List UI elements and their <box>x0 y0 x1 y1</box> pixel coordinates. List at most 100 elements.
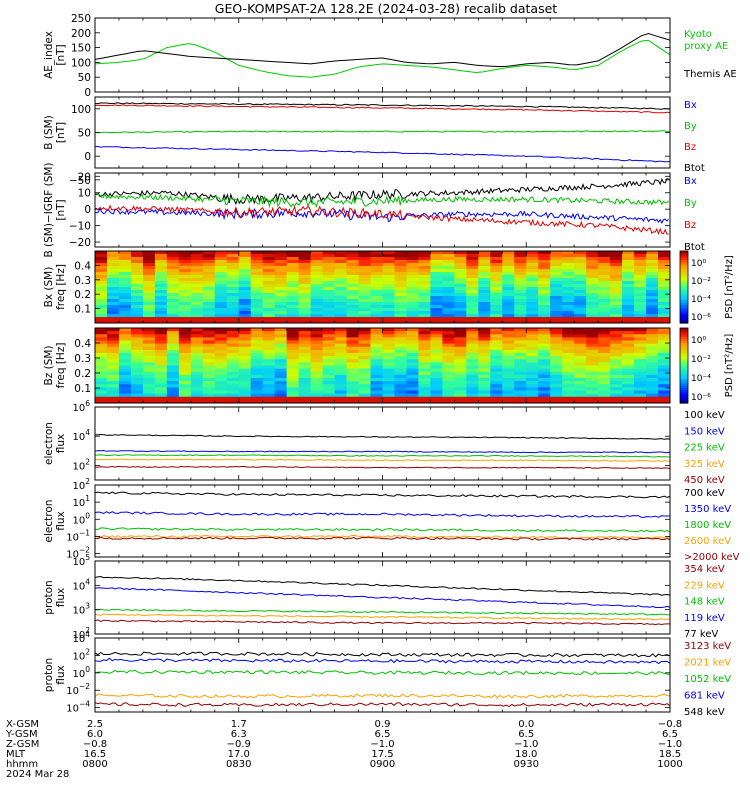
spectrogram-cell <box>598 317 611 321</box>
spectrogram-cell <box>658 362 670 367</box>
spectrogram-cell <box>610 334 623 338</box>
spectrogram-cell <box>106 381 120 385</box>
spectrogram-cell <box>382 275 396 279</box>
spectrogram-cell <box>298 381 312 385</box>
spectrogram-cell <box>322 343 336 348</box>
spectrogram-cell <box>334 328 348 332</box>
spectrogram-cell <box>454 302 467 306</box>
spectrogram-cell <box>526 346 539 351</box>
spectrogram-cell <box>610 311 623 315</box>
series-group-ae <box>95 32 670 78</box>
spectrogram-cell <box>514 308 527 312</box>
spectrogram-cell <box>562 343 575 348</box>
y-label-b_igrf: B (SM)−IGRF (SM) [nT] <box>43 162 67 257</box>
colorbar-label: PSD [nT²/Hz] <box>724 255 735 319</box>
spectrogram-cell <box>262 290 276 294</box>
spectrogram-cell <box>622 287 635 291</box>
series-line <box>95 192 669 209</box>
spectrogram-cell <box>538 314 551 318</box>
spectrogram-cell <box>658 251 670 255</box>
spectrogram-cell <box>394 390 408 395</box>
spectrogram-cell <box>346 320 360 323</box>
spectrogram-cell <box>394 384 408 388</box>
spectrogram-cell <box>418 299 432 303</box>
spectrogram-cell <box>526 284 539 288</box>
spectrogram-cell <box>478 275 491 279</box>
spectrogram-cell <box>610 349 623 354</box>
spectrogram-cell <box>562 328 575 332</box>
spectrogram-cell <box>622 328 635 332</box>
spectrogram-cell <box>358 378 372 382</box>
spectrogram-cell <box>262 284 276 288</box>
spectrogram-cell <box>106 311 120 315</box>
spectrogram-cell <box>130 396 144 401</box>
spectrogram-cell <box>478 396 491 401</box>
spectrogram-cell <box>586 266 599 270</box>
spectrogram-cell <box>646 381 659 385</box>
spectrogram-cell <box>106 269 120 273</box>
spectrogram-cell <box>238 371 252 376</box>
spectrogram-cell <box>526 263 539 267</box>
spectrogram-cell <box>478 308 491 312</box>
spectrogram-cell <box>322 334 336 338</box>
spectrogram-cell <box>95 374 108 379</box>
spectrogram-cell <box>214 260 228 264</box>
spectrogram-cell <box>178 378 192 382</box>
spectrogram-cell <box>550 320 563 323</box>
spectrogram-cell <box>598 251 611 255</box>
spectrogram-cell <box>130 356 144 360</box>
spectrogram-cell <box>226 254 240 258</box>
spectrogram-cell <box>226 311 240 315</box>
spectrogram-cell <box>622 346 635 351</box>
spectrogram-cell <box>250 296 264 300</box>
spectrogram-cell <box>250 275 264 279</box>
spectrogram-cell <box>418 317 432 321</box>
spectrogram-cell <box>634 266 647 270</box>
spectrogram-cell <box>334 371 348 376</box>
spectrogram-cell <box>298 296 312 300</box>
spectrogram-cell <box>442 384 455 388</box>
spectrogram-cell <box>514 353 527 357</box>
spectrogram-cell <box>490 334 503 338</box>
spectrogram-cell <box>250 290 264 294</box>
y-tick-label: 50 <box>78 72 91 84</box>
spectrogram-cell <box>262 340 276 345</box>
y-label-line: freq [Hz] <box>55 264 67 310</box>
spectrogram-cell <box>250 317 264 321</box>
spectrogram-cell <box>274 311 288 315</box>
spectrogram-cell <box>202 263 216 267</box>
spectrogram-cell <box>286 343 300 348</box>
spectrogram-cell <box>418 287 432 291</box>
spectrogram-cell <box>286 337 300 342</box>
spectrogram-cell <box>550 371 563 376</box>
colorbar-swatch <box>680 333 688 337</box>
spectrogram-cell <box>610 257 623 261</box>
spectrogram-cell <box>490 317 503 321</box>
colorbar-tick-label: 10⁰ <box>691 336 706 346</box>
spectrogram-cell <box>394 302 408 306</box>
spectrogram-cell <box>442 353 455 357</box>
spectrogram-cell <box>154 378 168 382</box>
spectrogram-cell <box>238 281 252 285</box>
spectrogram-cell <box>538 254 551 258</box>
spectrogram-cell <box>394 314 408 318</box>
legend-entry: proxy AE <box>684 41 728 52</box>
spectrogram-cell <box>334 293 348 297</box>
spectrogram-cell <box>418 305 432 309</box>
legend-entry: 548 keV <box>684 707 725 718</box>
colorbar-swatch <box>680 303 688 306</box>
spectrogram-cell <box>574 343 587 348</box>
spectrogram-cell <box>610 287 623 291</box>
spectrogram-cell <box>574 393 587 398</box>
spectrogram-cell <box>418 320 432 323</box>
spectrogram-cell <box>238 311 252 315</box>
spectrogram-cell <box>250 328 264 332</box>
spectrogram-cell <box>274 290 288 294</box>
spectrogram-cell <box>106 290 120 294</box>
spectrogram-cell <box>142 269 156 273</box>
spectrogram-cell <box>574 254 587 258</box>
spectrogram-cell <box>286 399 300 403</box>
